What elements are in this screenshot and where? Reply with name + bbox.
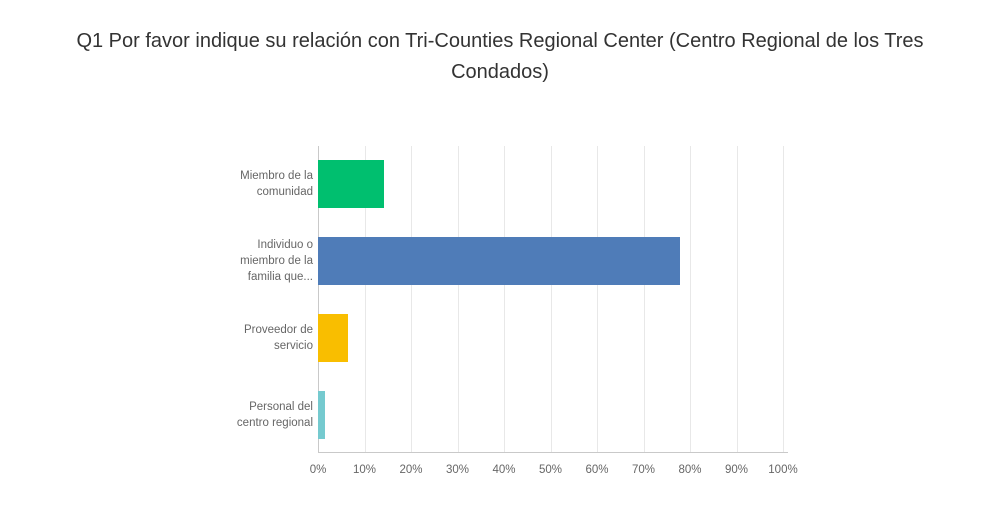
x-tick-label: 100%: [768, 464, 798, 476]
x-axis-tick-labels: 0% 10% 20% 30% 40% 50% 60% 70% 80% 90% 100%: [310, 464, 798, 480]
x-tick-label: 50%: [538, 464, 563, 476]
bar-track: [318, 223, 788, 300]
bar-track: [318, 376, 788, 453]
gridline: [457, 146, 459, 452]
data-bar: [318, 160, 385, 209]
x-tick-label: 20%: [399, 464, 423, 476]
data-bar: [318, 237, 680, 286]
category-label-text: Personal del centro regional: [236, 400, 313, 429]
gridline: [736, 146, 738, 452]
gridline: [411, 146, 412, 452]
x-tick-label: 10%: [352, 464, 377, 476]
gridline: [643, 146, 645, 452]
bar-row: Miembro de la comunidad: [0, 146, 788, 223]
gridline: [364, 146, 366, 452]
x-tick-label: 60%: [585, 464, 609, 476]
category-label: Individuo o miembro de la familia que...: [0, 237, 318, 285]
bar-track: [318, 146, 788, 223]
y-axis-line: [318, 146, 319, 452]
category-label: Proveedor de servicio: [0, 322, 318, 354]
chart-title: Q1 Por favor indique su relación con Tri…: [76, 30, 924, 83]
x-tick-label: 70%: [631, 464, 656, 476]
category-label: Miembro de la comunidad: [0, 168, 318, 200]
gridline: [597, 146, 598, 452]
bar-row: Personal del centro regional: [0, 376, 788, 453]
bar-rows: Miembro de la comunidad Individuo o miemb…: [0, 146, 788, 453]
x-tick-label: 30%: [445, 464, 470, 476]
x-tick-label: 40%: [492, 464, 516, 476]
gridline: [783, 146, 784, 452]
bar-row: Proveedor de servicio: [0, 300, 788, 377]
category-label-text: Miembro de la comunidad: [240, 170, 313, 199]
x-tick-label: 90%: [724, 464, 749, 476]
category-label: Personal del centro regional: [0, 399, 318, 431]
data-bar: [318, 313, 348, 362]
category-label-text: Proveedor de servicio: [243, 323, 313, 352]
x-tick-label: 80%: [678, 464, 702, 476]
bar-track: [318, 300, 788, 377]
data-bar: [318, 390, 326, 439]
x-tick-label: 0%: [309, 464, 327, 476]
gridline: [504, 146, 505, 452]
bar-row: Individuo o miembro de la familia que...: [0, 223, 788, 300]
gridline: [550, 146, 552, 452]
gridline: [690, 146, 691, 452]
plot-area: [318, 146, 788, 453]
category-label-text: Individuo o miembro de la familia que...: [240, 239, 313, 284]
horizontal-bar-chart: Miembro de la comunidad Individuo o miemb…: [0, 146, 1000, 506]
